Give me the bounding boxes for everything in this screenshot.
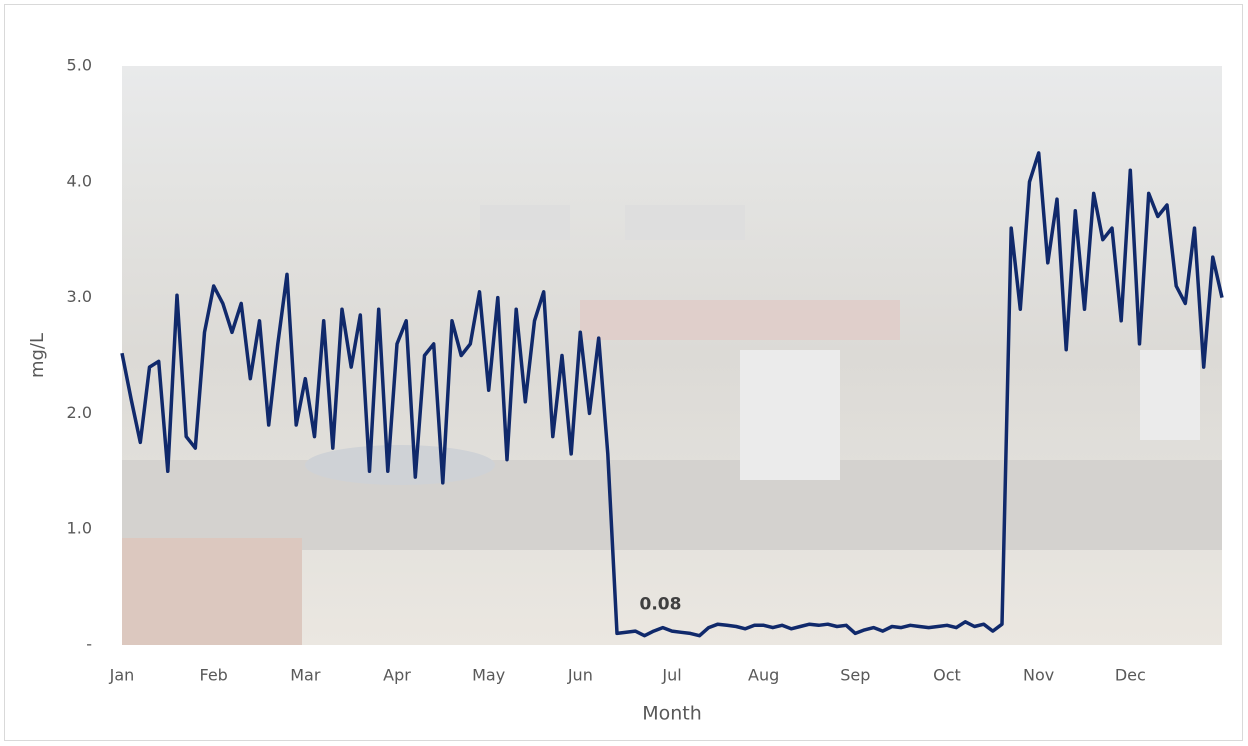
x-tick-label: Aug [748,666,779,685]
x-tick-label: Oct [933,666,961,685]
y-tick-label: 5.0 [67,56,92,75]
x-tick-label: Feb [200,666,228,685]
y-tick-label: 2.0 [67,403,92,422]
x-tick-label: Jun [567,666,593,685]
x-tick-label: Jan [109,666,135,685]
chart: - 1.0 2.0 3.0 4.0 5.0 Jan Feb Mar Apr May Jun Jul Aug… [0,0,1248,746]
y-tick-label: 4.0 [67,171,92,190]
y-tick-label: - [86,635,92,654]
value-label: 0.08 [640,595,682,615]
x-tick-label: Jul [661,666,681,685]
x-axis-title: Month [642,703,702,725]
y-tick-label: 1.0 [67,519,92,538]
x-tick-label: May [472,666,505,685]
background-photo [122,66,1222,645]
x-tick-label: Mar [290,666,321,685]
page: - 1.0 2.0 3.0 4.0 5.0 Jan Feb Mar Apr May Jun Jul Aug… [0,0,1248,746]
x-tick-label: Nov [1023,666,1054,685]
x-tick-label: Dec [1115,666,1146,685]
x-tick-label: Sep [840,666,870,685]
x-tick-label: Apr [383,666,411,685]
y-axis-title: mg/L [27,333,48,378]
y-tick-label: 3.0 [67,287,92,306]
